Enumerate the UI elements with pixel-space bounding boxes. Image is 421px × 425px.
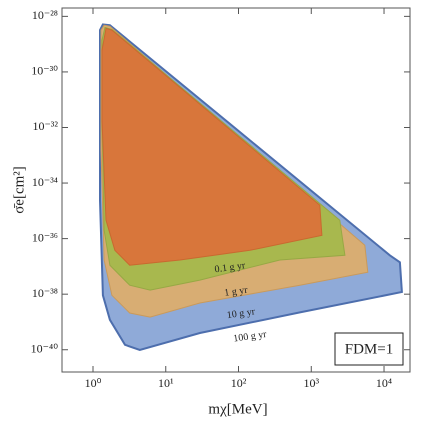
y-tick-label: 10⁻³⁰ bbox=[31, 64, 58, 78]
y-tick-label: 10⁻³² bbox=[32, 119, 58, 133]
y-tick-label: 10⁻³⁴ bbox=[32, 175, 58, 189]
regions: 100 g yr 10 g yr 1 g yr 0.1 g yr bbox=[99, 23, 403, 352]
series-label: 10 g yr bbox=[226, 306, 256, 321]
y-axis-label: σ̄e[cm²] bbox=[11, 166, 27, 214]
x-tick-label: 10³ bbox=[303, 376, 319, 390]
x-tick-label: 10¹ bbox=[158, 376, 174, 390]
y-tick-label: 10⁻⁴⁰ bbox=[31, 341, 59, 355]
annotation: FDM=1 bbox=[345, 341, 393, 357]
annotation-box bbox=[334, 332, 404, 366]
axes: 10⁰ 10¹ 10² 10³ 10⁴ 10⁻²⁸ 10⁻³⁰ 10⁻³² 10⁻³⁴ 10⁻³⁶… bbox=[31, 8, 410, 390]
y-tick-label: 10⁻³⁸ bbox=[32, 286, 58, 300]
series-label: 1 g yr bbox=[224, 285, 249, 299]
y-tick-label: 10⁻²⁸ bbox=[32, 8, 58, 22]
x-tick-label: 10⁰ bbox=[85, 376, 102, 390]
x-axis-label: mχ[MeV] bbox=[208, 401, 267, 417]
series-label: 0.1 g yr bbox=[214, 260, 247, 275]
region bbox=[101, 27, 323, 266]
x-tick-label: 10² bbox=[231, 376, 247, 390]
series-label: 100 g yr bbox=[233, 329, 268, 345]
y-tick-label: 10⁻³⁶ bbox=[32, 230, 58, 244]
x-tick-label: 10⁴ bbox=[376, 376, 392, 390]
